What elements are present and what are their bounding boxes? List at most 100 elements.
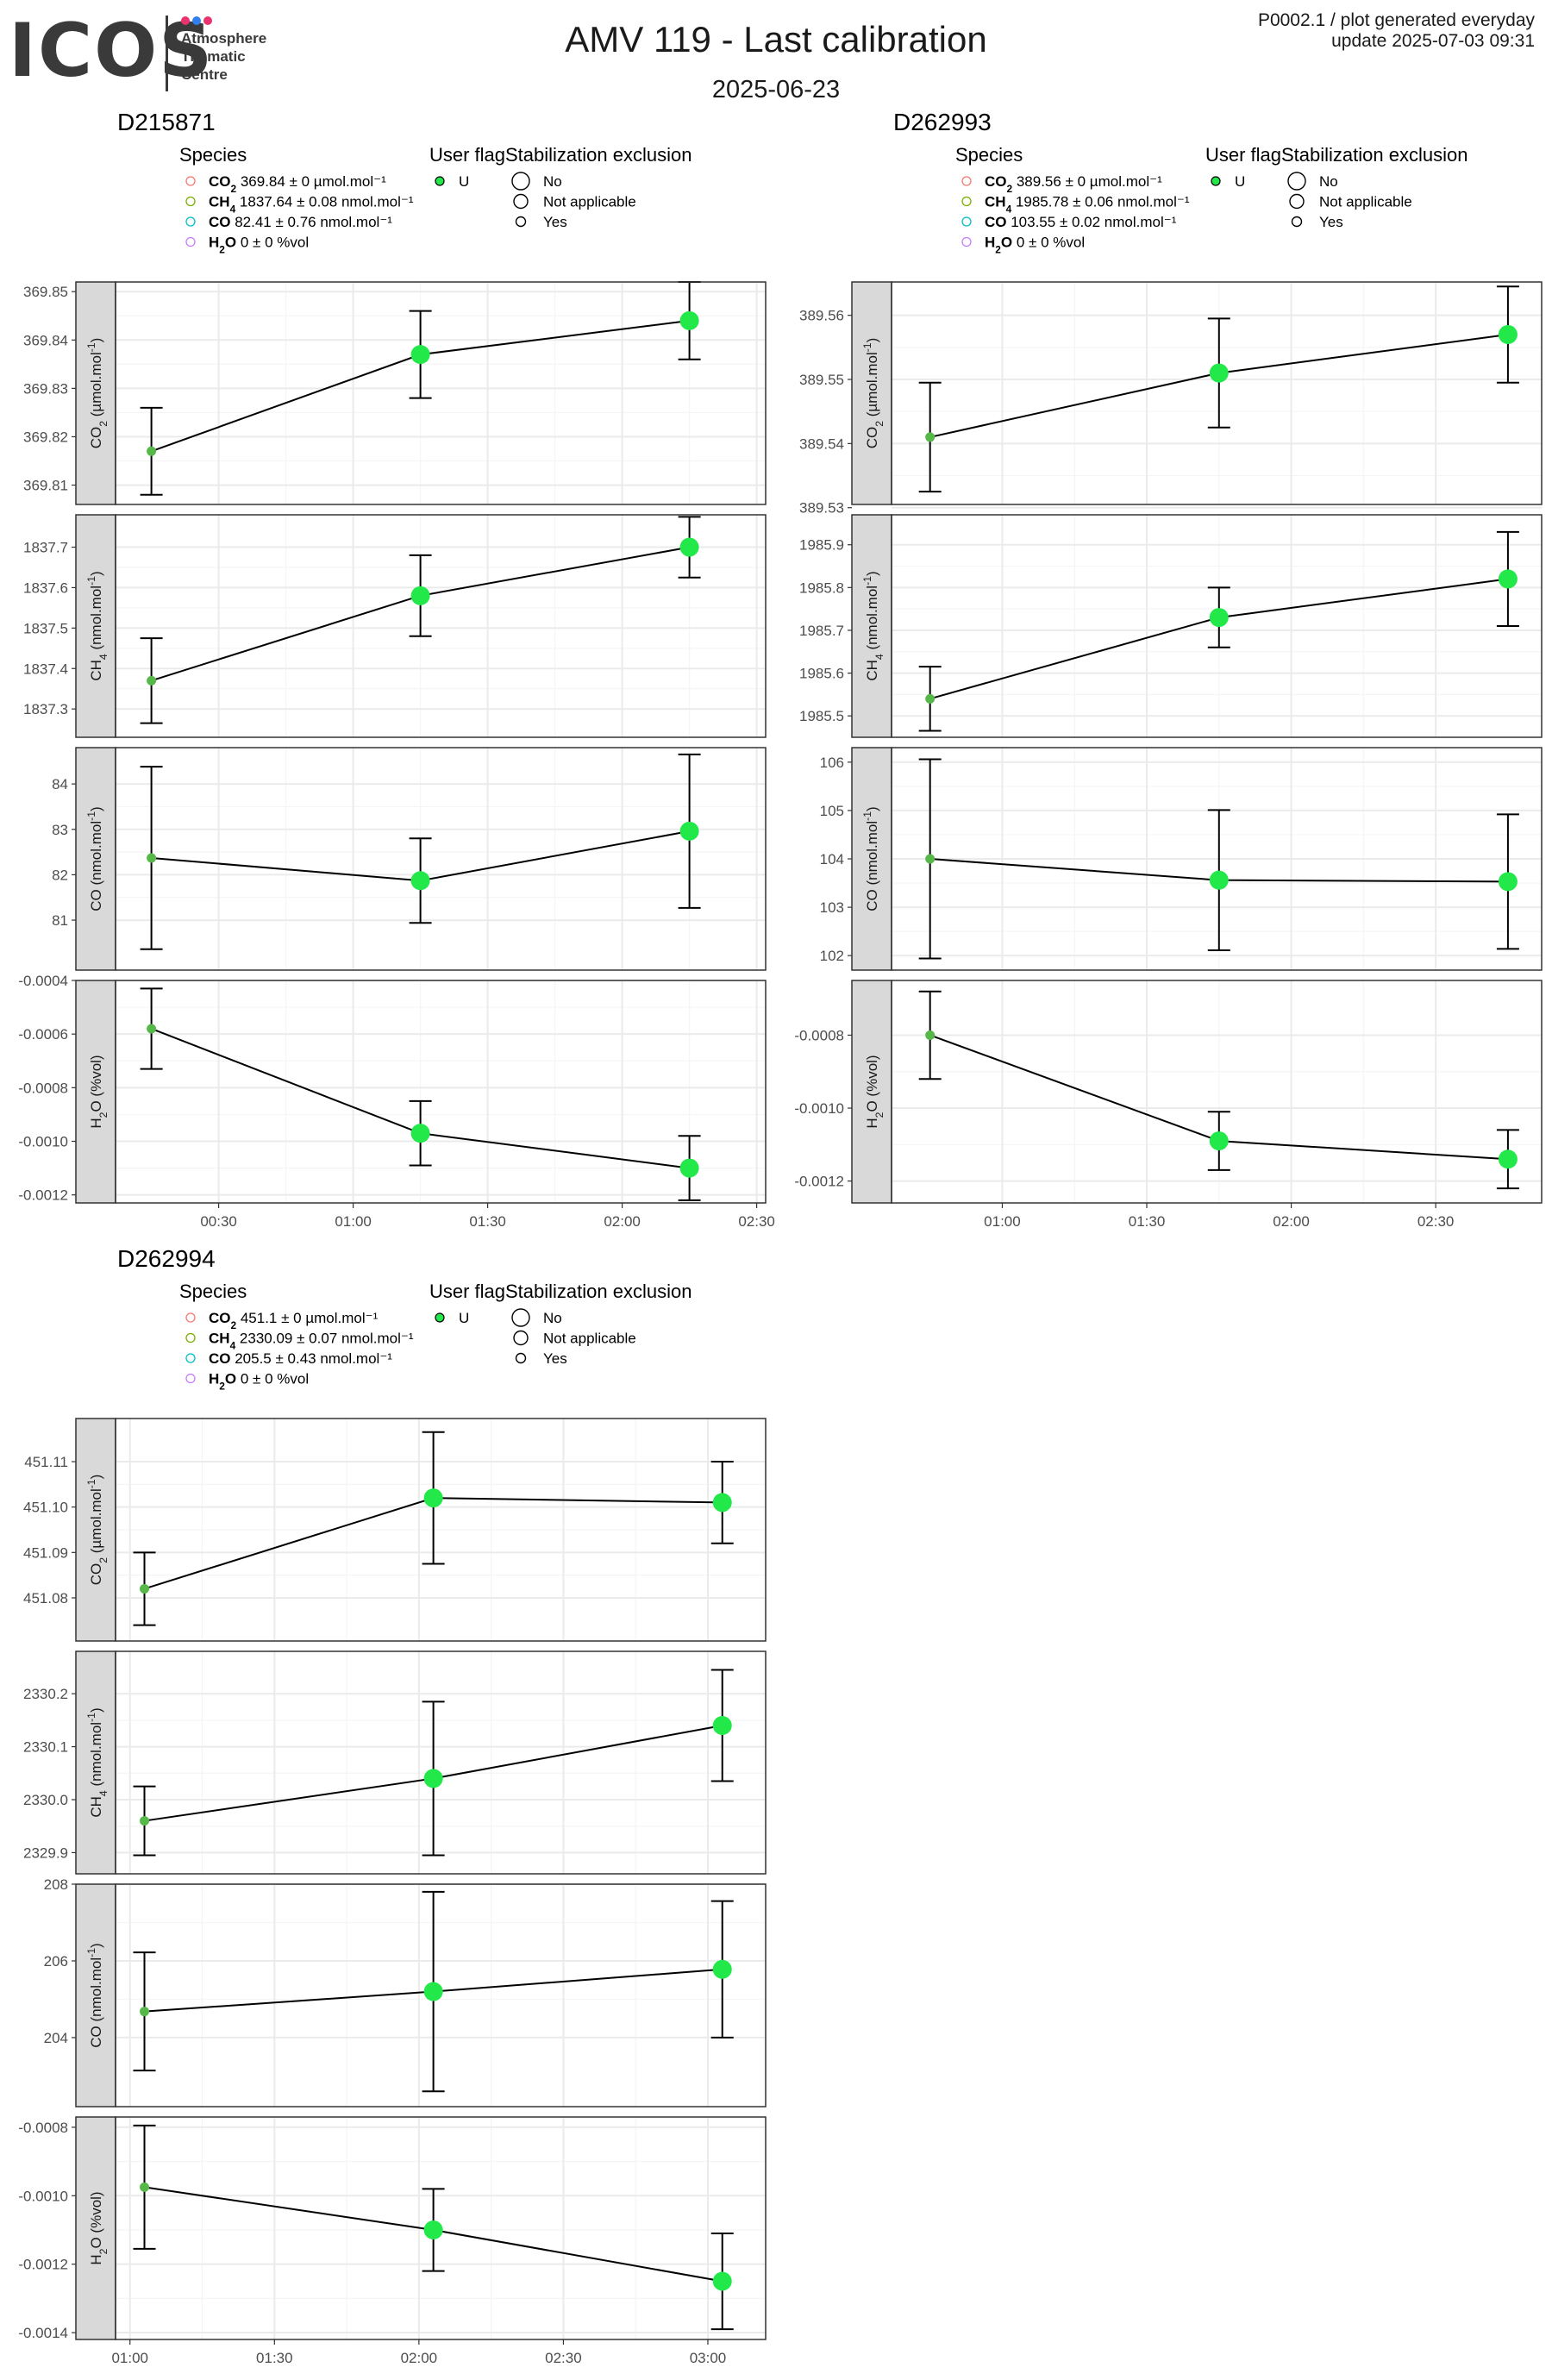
data-point [140,2182,150,2192]
species-formula: O [1001,235,1012,251]
species-formula: CO [985,173,1007,190]
plot-border [115,281,767,505]
legend-stabilization-label: No [543,1310,562,1326]
legend-stabilization-label: No [543,173,562,190]
y-tick-label: 1985.6 [799,666,844,682]
axis-label-subscript: 2 [97,421,110,427]
species-value: 369.84 ± 0 µmol.mol⁻¹ [236,173,386,190]
y-tick-label: 2330.1 [23,1739,68,1756]
species-formula: CO [209,1310,231,1326]
data-point [410,345,430,365]
data-point [925,854,936,864]
plot-area [116,980,766,1203]
y-tick-label: 369.84 [23,332,68,348]
y-tick-label: -0.0008 [794,1027,844,1043]
y-tick-label: 2330.0 [23,1792,68,1808]
y-tick-label: 1837.4 [23,661,68,677]
facet-title: D215871 [117,109,216,135]
legend-title-species: Species [179,1281,247,1302]
axis-label-superscript: -1 [85,811,97,821]
y-tick-label: -0.0010 [794,1100,844,1117]
x-tick-label: 02:30 [738,1213,775,1230]
axis-label-subscript: 2 [97,1112,110,1118]
data-point [712,1716,732,1735]
update-timestamp: update 2025-07-03 09:31 [1331,31,1535,51]
y-tick-label: 369.81 [23,478,68,494]
data-point [925,1030,936,1040]
data-point [147,853,157,863]
y-tick-label: -0.0012 [794,1174,844,1190]
y-tick-label: 82 [52,867,68,883]
axis-label-species: CO [864,427,880,449]
axis-label-unit: ) [88,338,104,343]
y-axis-label: H2O (%vol) [88,2191,110,2264]
y-tick-label: -0.0012 [18,1187,68,1204]
y-tick-label: 1985.5 [799,708,844,724]
y-axis-label: CH4 (nmol.mol-1) [85,1707,110,1817]
x-tick-label: 00:30 [200,1213,237,1230]
data-point [679,821,699,841]
generation-note: P0002.1 / plot generated everyday update… [1258,10,1535,52]
legend-stabilization-label: Not applicable [543,194,636,210]
axis-label-species: O [864,1100,880,1112]
x-tick-label: 02:00 [401,2350,438,2366]
plot-border [891,514,1543,738]
panel-co2: 369.81 369.82 369.83 369.84 369.85 CO2 (µmol.… [23,281,767,505]
axis-label-species: CO [88,1563,104,1586]
axis-label-subscript: 2 [97,2248,110,2254]
legend-species-key [961,236,972,247]
legend-stabilization-key [511,172,530,191]
y-tick-label: -0.0008 [18,1080,68,1096]
species-value: 205.5 ± 0.43 nmol.mol⁻¹ [231,1350,393,1367]
panel-ch4: 2329.9 2330.0 2330.1 2330.2 CH4 (nmol.mol-1) [23,1650,767,1875]
legend-species-label: H2O 0 ± 0 %vol [209,235,309,256]
y-tick-label: 2330.2 [23,1686,68,1702]
species-value: 82.41 ± 0.76 nmol.mol⁻¹ [231,214,393,230]
data-point [1498,872,1518,892]
x-tick-label: 02:00 [1273,1213,1310,1230]
page-title: AMV 119 - Last calibration [565,19,987,60]
data-point [423,1769,443,1788]
y-tick-label: 389.53 [799,500,844,517]
y-axis-label: H2O (%vol) [864,1055,886,1128]
legend-species-label: CO 205.5 ± 0.43 nmol.mol⁻¹ [209,1350,392,1367]
species-subscript: 2 [219,1381,225,1393]
y-tick-label: 206 [44,1953,68,1970]
data-point [140,2007,150,2017]
axis-label-superscript: -1 [861,576,873,586]
data-point [712,2271,732,2291]
plot-area [116,282,766,504]
axis-label-unit: (µmol.mol [88,352,104,421]
plot-area [116,1651,766,1874]
facet-d215871: D215871 Species User flag Stabilization exc… [18,109,775,1230]
axis-label-species: CH [864,660,880,681]
species-subscript: 2 [231,183,237,195]
plot-area [116,515,766,737]
axis-label-superscript: -1 [861,342,873,352]
legend-species-label: CH4 1837.64 ± 0.08 nmol.mol⁻¹ [209,194,414,216]
data-point [1498,1149,1518,1169]
y-tick-label: 451.10 [23,1500,68,1516]
page-header: ICOS Atmosphere Thematic Centre AMV 119 … [0,0,1552,103]
species-value: 451.1 ± 0 µmol.mol⁻¹ [236,1310,378,1326]
axis-label-species: CO [88,2026,104,2048]
data-point [147,446,157,456]
species-formula: H [209,235,219,251]
legend-species-key [185,216,196,227]
facet-strip [75,1650,116,1875]
data-point [140,1583,150,1594]
plot-border [891,281,1543,505]
y-tick-label: 208 [44,1876,68,1893]
facet-title: D262993 [893,109,992,135]
y-tick-label: -0.0012 [18,2257,68,2273]
panel-h2o: -0.0012 -0.0010 -0.0008 -0.0006 -0.0004 H2O (… [18,973,775,1230]
panel-co2: 451.08 451.09 451.10 451.11 CO2 (µmol.mol-1) [23,1418,767,1642]
legend-title-species: Species [955,144,1023,166]
y-tick-label: -0.0010 [18,1134,68,1150]
axis-label-subscript: 4 [97,654,110,660]
data-point [1498,569,1518,589]
panel-h2o: -0.0012 -0.0010 -0.0008 H2O (%vol) 01:00 01:3… [794,980,1543,1230]
y-tick-label: 389.56 [799,308,844,324]
species-value: 0 ± 0 %vol [236,1371,309,1387]
